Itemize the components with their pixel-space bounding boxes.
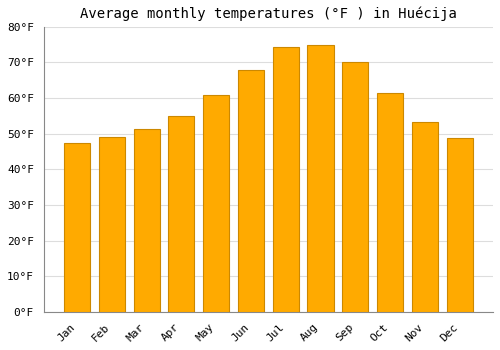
Bar xyxy=(134,129,160,312)
Bar xyxy=(342,62,368,312)
Bar xyxy=(308,44,334,312)
Bar xyxy=(412,121,438,312)
Bar xyxy=(446,138,472,312)
Bar xyxy=(377,93,403,312)
Bar xyxy=(238,70,264,312)
Bar xyxy=(99,137,125,312)
Title: Average monthly temperatures (°F ) in Huécija: Average monthly temperatures (°F ) in Hu… xyxy=(80,7,457,21)
Bar xyxy=(168,116,194,312)
Bar xyxy=(272,47,299,312)
Bar xyxy=(64,144,90,312)
Bar xyxy=(203,94,229,312)
